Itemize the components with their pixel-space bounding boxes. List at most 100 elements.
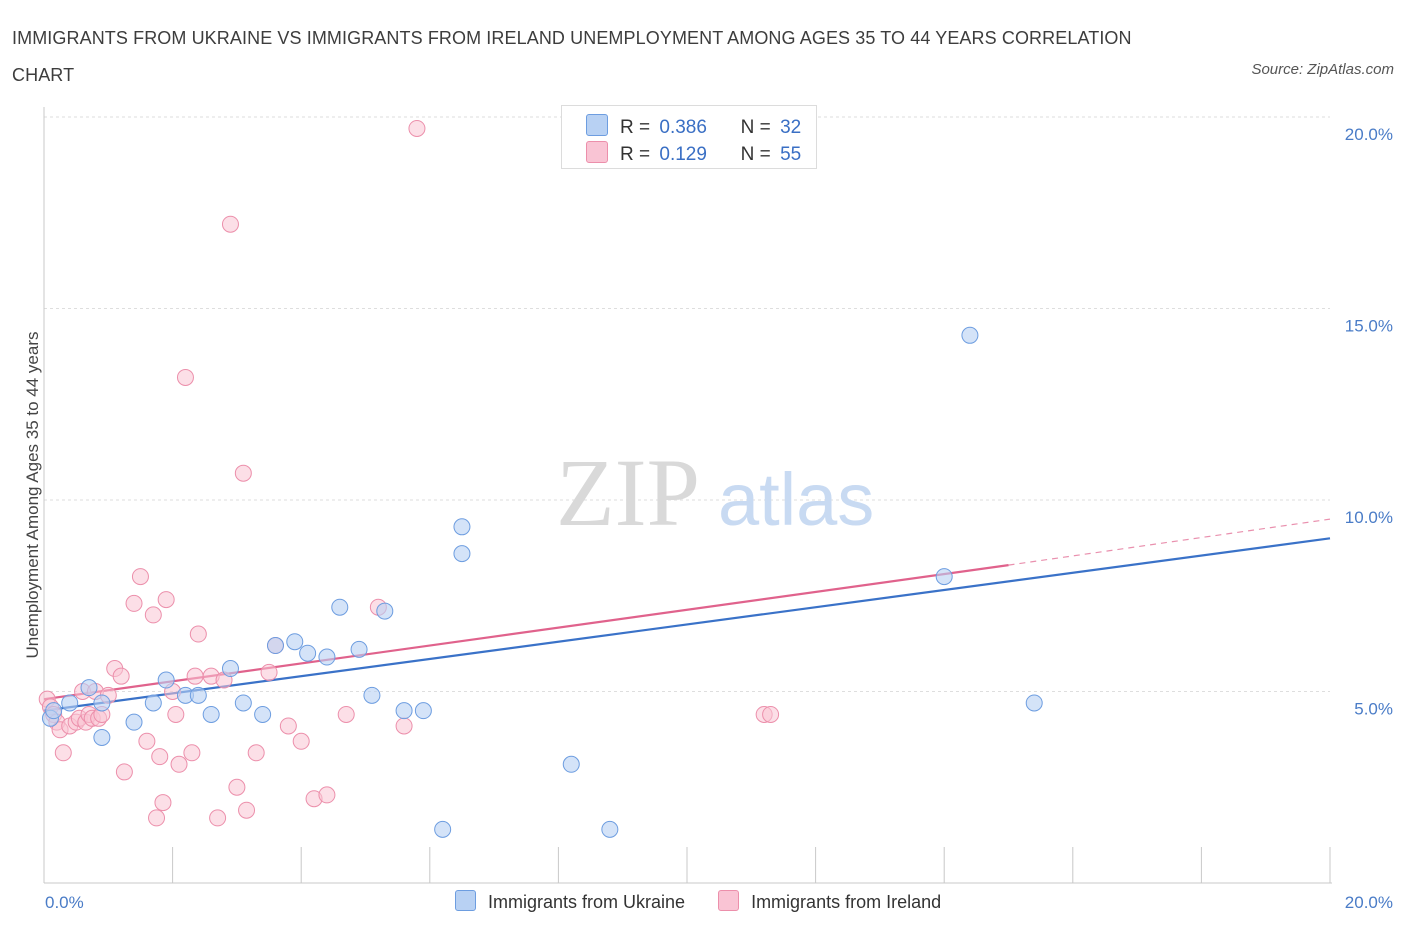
- ukraine-point: [286, 633, 304, 651]
- ireland-swatch: [586, 141, 608, 163]
- ireland-point: [228, 778, 246, 796]
- y-tick-label: 15.0%: [1345, 317, 1393, 336]
- ukraine-point: [363, 686, 381, 704]
- ireland-point: [395, 717, 413, 735]
- source-label: Source: ZipAtlas.com: [1251, 61, 1394, 78]
- ireland-point: [279, 717, 297, 735]
- y-axis-label: Unemployment Among Ages 35 to 44 years: [23, 332, 42, 659]
- ireland-point: [167, 705, 185, 723]
- ukraine-point: [1025, 694, 1043, 712]
- ukraine-point: [414, 702, 432, 720]
- trend-lines: [43, 518, 1331, 712]
- ireland-point: [247, 744, 265, 762]
- ukraine-point: [601, 820, 619, 838]
- ukraine-point: [125, 713, 143, 731]
- ireland-point: [234, 464, 252, 482]
- ireland-point: [762, 705, 780, 723]
- ukraine-point: [45, 702, 63, 720]
- legend-r-value: 0.129: [659, 144, 707, 165]
- ireland-point: [186, 667, 204, 685]
- legend-n-value: 32: [780, 117, 802, 138]
- ukraine-point: [562, 755, 580, 773]
- series-legend: Immigrants from Ukraine Immigrants from …: [455, 890, 969, 913]
- ukraine-point: [80, 679, 98, 697]
- ukraine-point: [144, 694, 162, 712]
- y-tick-label: 5.0%: [1354, 700, 1393, 719]
- y-tick-label: 20.0%: [1345, 125, 1393, 144]
- ireland-point: [292, 732, 310, 750]
- ireland-point: [238, 801, 256, 819]
- legend-item-ireland: Immigrants from Ireland: [718, 890, 941, 913]
- ireland-point: [115, 763, 133, 781]
- ireland-point: [176, 368, 194, 386]
- ukraine-point: [350, 640, 368, 658]
- ukraine-point: [434, 820, 452, 838]
- ukraine-point: [453, 518, 471, 536]
- ireland-point: [189, 625, 207, 643]
- ireland-point: [170, 755, 188, 773]
- ireland-point: [125, 594, 143, 612]
- legend-row-ireland: R = 0.129 N = 55: [586, 141, 801, 165]
- ukraine-point: [395, 702, 413, 720]
- ukraine-trend-line: [43, 537, 1331, 712]
- legend-item-ukraine: Immigrants from Ukraine: [455, 890, 685, 913]
- ireland-point: [183, 744, 201, 762]
- x-tick-label: 0.0%: [45, 893, 84, 912]
- ukraine-point: [93, 694, 111, 712]
- ukraine-point: [202, 705, 220, 723]
- ireland-point: [54, 744, 72, 762]
- legend-r-label: R =: [620, 144, 651, 165]
- ukraine-point: [157, 671, 175, 689]
- stats-legend: R = 0.386 N = 32 R = 0.129 N = 55: [561, 105, 817, 169]
- ireland-point: [138, 732, 156, 750]
- ukraine-points: [41, 326, 1043, 838]
- ireland-point: [209, 809, 227, 827]
- legend-r-label: R =: [620, 117, 651, 138]
- ireland-point: [148, 809, 166, 827]
- ukraine-point: [961, 326, 979, 344]
- legend-row-ukraine: R = 0.386 N = 32: [586, 114, 801, 138]
- ukraine-point: [61, 694, 79, 712]
- ukraine-point: [93, 728, 111, 746]
- ireland-point: [221, 215, 239, 233]
- ukraine-point: [935, 568, 953, 586]
- legend-n-value: 55: [780, 144, 802, 165]
- legend-n-label: N =: [740, 144, 771, 165]
- ukraine-point: [331, 598, 349, 616]
- watermark-atlas: atlas: [718, 458, 874, 541]
- ukraine-swatch: [586, 114, 608, 136]
- legend-r-value: 0.386: [659, 117, 707, 138]
- ukraine-point: [254, 705, 272, 723]
- ukraine-point: [234, 694, 252, 712]
- legend-label-ukraine: Immigrants from Ukraine: [488, 892, 686, 912]
- watermark-zip: ZIP: [556, 439, 700, 546]
- legend-label-ireland: Immigrants from Ireland: [751, 892, 942, 912]
- ukraine-point: [318, 648, 336, 666]
- ireland-trend-extension: [1008, 518, 1331, 566]
- ukraine-point: [266, 637, 284, 655]
- tick-labels: 5.0% 10.0% 15.0% 20.0% 0.0% 20.0%: [45, 125, 1393, 912]
- ireland-point: [260, 663, 278, 681]
- ireland-point: [157, 591, 175, 609]
- ireland-point: [151, 748, 169, 766]
- ukraine-point: [299, 644, 317, 662]
- legend-n-label: N =: [740, 117, 771, 138]
- ireland-point: [154, 794, 172, 812]
- ireland-point: [131, 568, 149, 586]
- ukraine-point: [189, 686, 207, 704]
- ireland-point: [337, 705, 355, 723]
- ireland-point: [318, 786, 336, 804]
- ireland-swatch: [718, 890, 740, 911]
- ireland-point: [144, 606, 162, 624]
- ireland-point: [112, 667, 130, 685]
- axes: [43, 107, 1332, 884]
- ukraine-point: [221, 660, 239, 678]
- grid: [44, 116, 1330, 692]
- ukraine-swatch: [455, 890, 476, 911]
- chart-title: IMMIGRANTS FROM UKRAINE VS IMMIGRANTS FR…: [12, 28, 1132, 85]
- ireland-point: [408, 119, 426, 137]
- y-tick-label: 10.0%: [1345, 508, 1393, 527]
- x-tick-label: 20.0%: [1345, 893, 1393, 912]
- ukraine-point: [376, 602, 394, 620]
